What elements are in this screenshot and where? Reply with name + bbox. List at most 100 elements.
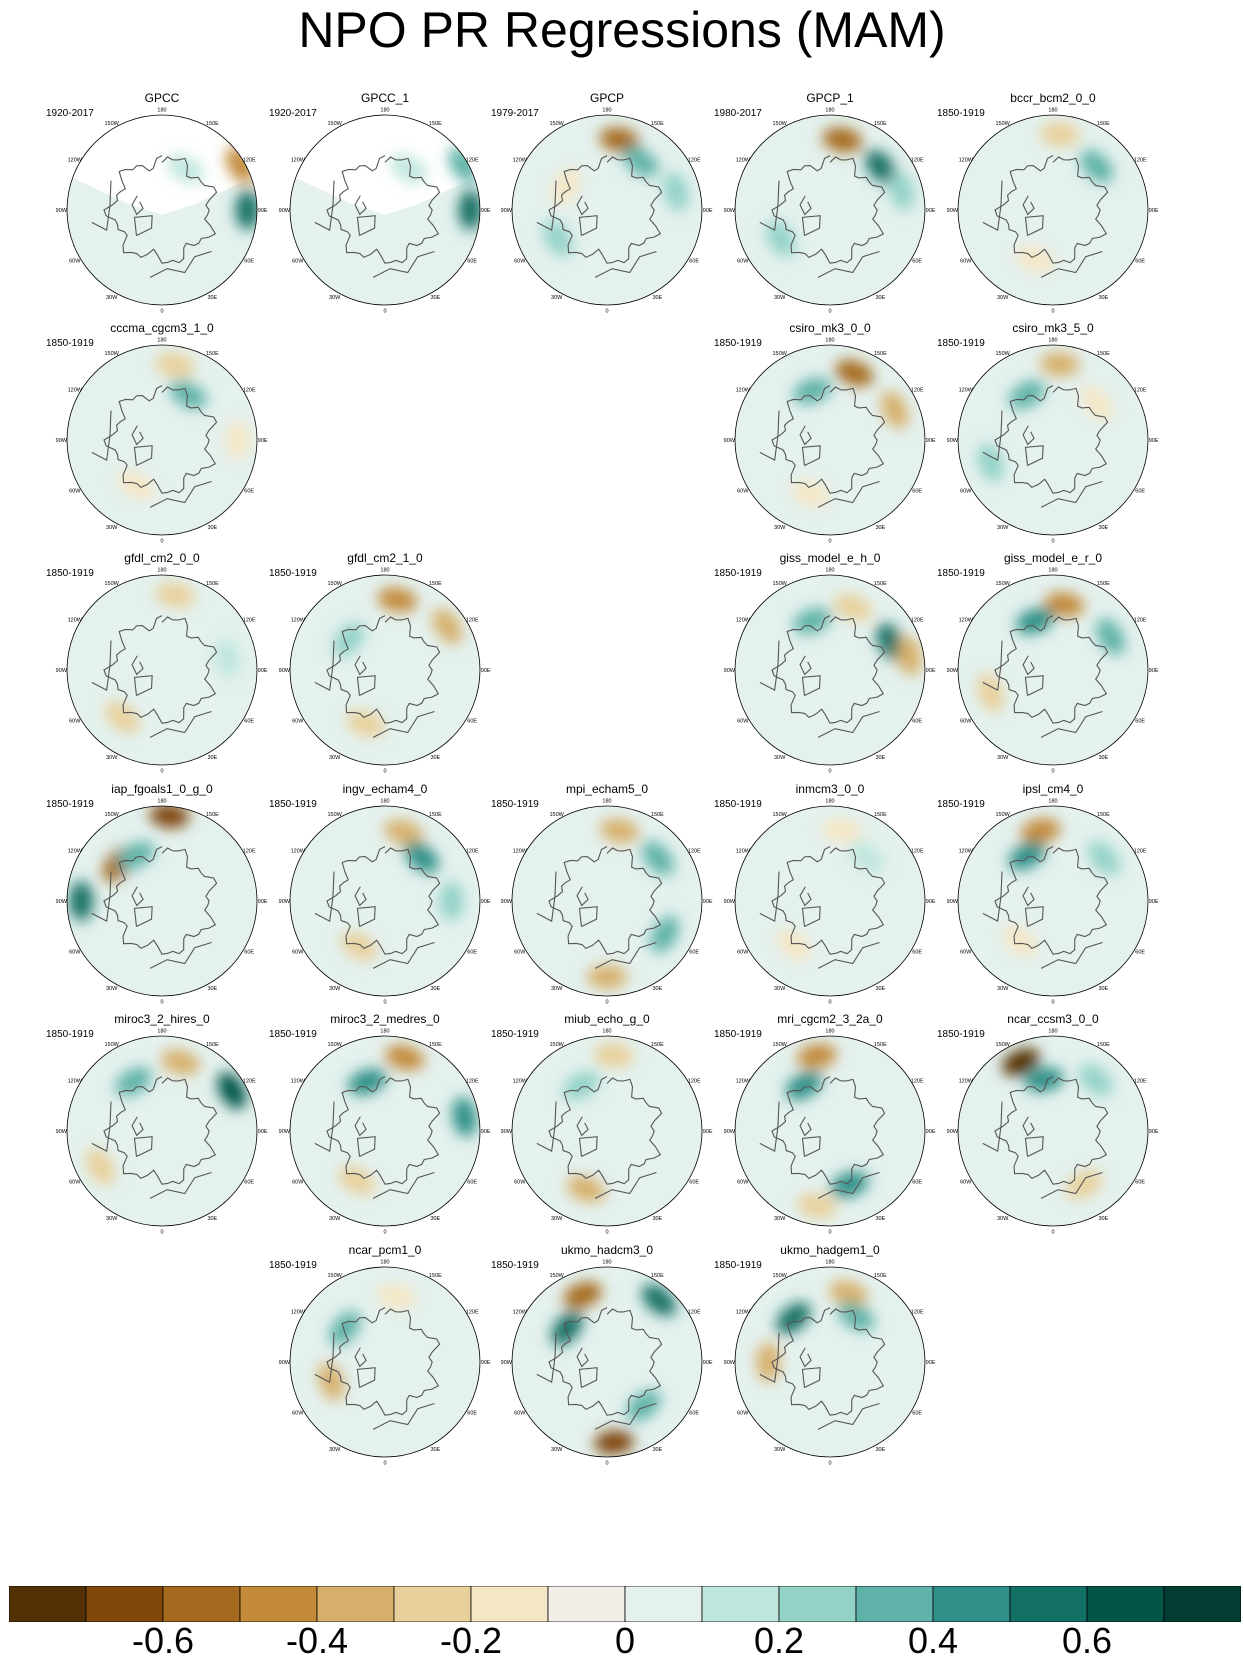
longitude-label: 90W xyxy=(56,208,68,214)
longitude-label: 120E xyxy=(1134,849,1147,855)
longitude-label: 60W xyxy=(514,1179,526,1185)
coastlines xyxy=(91,155,218,278)
longitude-label: 90E xyxy=(926,668,936,674)
regression-anomaly xyxy=(1002,1048,1040,1076)
regression-anomaly xyxy=(562,1071,600,1101)
map-panel: GPCP_1 1980-2017 180 150E 120E 90E 60E 30E 0 30W 6… xyxy=(712,91,948,317)
longitude-label: 120W xyxy=(291,618,306,624)
coastlines xyxy=(91,615,218,738)
longitude-label: 0 xyxy=(828,1000,831,1006)
longitude-label: 30W xyxy=(997,755,1009,761)
longitude-label: 120W xyxy=(736,618,751,624)
longitude-label: 150W xyxy=(104,351,119,357)
regression-anomaly xyxy=(432,608,463,645)
longitude-label: 120E xyxy=(911,1079,924,1085)
map-panel: giss_model_e_h_0 1850-1919 180 150E 120E 90E 6… xyxy=(712,551,948,777)
longitude-label: 30E xyxy=(1098,986,1108,992)
regression-anomaly xyxy=(1008,380,1046,410)
regression-anomaly xyxy=(551,1311,583,1346)
regression-anomaly xyxy=(563,1281,602,1309)
longitude-label: 120W xyxy=(959,388,974,394)
longitude-label: 90W xyxy=(56,1129,68,1135)
longitude-label: 120E xyxy=(911,1310,924,1316)
longitude-label: 60W xyxy=(69,1179,81,1185)
panel-title: miroc3_2_medres_0 xyxy=(330,1012,440,1026)
longitude-label: 150W xyxy=(995,121,1010,127)
longitude-label: 60E xyxy=(1135,258,1145,264)
longitude-label: 30W xyxy=(106,755,118,761)
longitude-label: 30W xyxy=(774,755,786,761)
longitude-label: 90W xyxy=(501,208,513,214)
longitude-label: 60W xyxy=(737,1179,749,1185)
regression-anomaly xyxy=(85,1148,115,1185)
longitude-label: 30E xyxy=(1098,295,1108,301)
colorbar-box xyxy=(547,1586,626,1622)
polar-map: 180 150E 120E 90E 60E 30E 0 30W 60W 90W 120W 150W xyxy=(724,107,936,314)
longitude-label: 60W xyxy=(737,718,749,724)
longitude-label: 90E xyxy=(1149,668,1159,674)
colorbar-box xyxy=(1163,1586,1241,1622)
longitude-label: 180 xyxy=(1048,337,1057,343)
longitude-label: 180 xyxy=(380,1259,389,1265)
longitude-label: 60E xyxy=(244,718,254,724)
longitude-label: 120E xyxy=(911,388,924,394)
longitude-label: 60E xyxy=(689,1410,699,1416)
longitude-label: 180 xyxy=(157,107,166,113)
colorbar-labels: -0.6 -0.4 -0.2 0 0.2 0.4 0.6 xyxy=(0,1622,1244,1659)
colorbar-tick-label: 0.6 xyxy=(1061,1620,1113,1661)
panel-title: giss_model_e_h_0 xyxy=(779,551,881,565)
missing-data-region xyxy=(291,115,479,215)
longitude-label: 120E xyxy=(466,158,479,164)
regression-anomaly xyxy=(876,623,905,661)
regression-anomaly xyxy=(1002,925,1037,957)
longitude-label: 60E xyxy=(244,1179,254,1185)
longitude-label: 30W xyxy=(997,295,1009,301)
longitude-label: 90E xyxy=(703,1129,713,1135)
longitude-label: 180 xyxy=(380,1028,389,1034)
longitude-label: 60E xyxy=(1135,1179,1145,1185)
regression-anomaly xyxy=(1020,818,1061,844)
regression-anomaly xyxy=(551,167,581,205)
coastlines xyxy=(91,1076,218,1199)
longitude-label: 30E xyxy=(875,986,885,992)
longitude-label: 60W xyxy=(292,258,304,264)
longitude-label: 120E xyxy=(688,158,701,164)
panel-title: iap_fgoals1_0_g_0 xyxy=(111,782,213,796)
longitude-label: 90E xyxy=(258,208,268,214)
longitude-label: 150W xyxy=(772,581,787,587)
polar-map: 180 150E 120E 90E 60E 30E 0 30W 60W 90W 120W 150W xyxy=(279,798,491,1005)
colorbar-box xyxy=(855,1586,934,1622)
longitude-label: 0 xyxy=(160,539,163,545)
map-border xyxy=(734,805,926,997)
longitude-label: 30E xyxy=(875,525,885,531)
map-panel: iap_fgoals1_0_g_0 1850-1919 180 150E 120E 90E… xyxy=(44,782,280,1008)
longitude-label: 150W xyxy=(327,1042,342,1048)
regression-anomaly xyxy=(1080,386,1113,421)
regression-anomaly xyxy=(155,352,196,378)
longitude-label: 150E xyxy=(874,121,887,127)
colorbar-box xyxy=(316,1586,395,1622)
longitude-label: 180 xyxy=(825,567,834,573)
longitude-label: 0 xyxy=(828,1230,831,1236)
map-panel: ncar_ccsm3_0_0 1850-1919 180 150E 120E 90E 60E… xyxy=(935,1012,1171,1238)
regression-anomaly xyxy=(791,480,830,507)
longitude-label: 60W xyxy=(69,258,81,264)
longitude-label: 150E xyxy=(206,121,219,127)
regression-anomaly xyxy=(235,190,257,230)
panel-title: miub_echo_g_0 xyxy=(564,1012,650,1026)
longitude-label: 120W xyxy=(513,158,528,164)
regression-anomaly xyxy=(1039,122,1080,147)
longitude-label: 30E xyxy=(430,755,440,761)
coastlines xyxy=(314,846,441,969)
longitude-label: 180 xyxy=(602,1028,611,1034)
longitude-label: 30W xyxy=(106,986,118,992)
map-border xyxy=(289,1035,481,1227)
longitude-label: 60E xyxy=(912,488,922,494)
regression-anomaly xyxy=(215,638,240,679)
longitude-label: 90E xyxy=(1149,899,1159,905)
panel-years: 1850-1919 xyxy=(937,338,985,349)
longitude-label: 150W xyxy=(104,812,119,818)
longitude-label: 120W xyxy=(736,388,751,394)
longitude-label: 60W xyxy=(960,258,972,264)
longitude-label: 90E xyxy=(926,1360,936,1366)
